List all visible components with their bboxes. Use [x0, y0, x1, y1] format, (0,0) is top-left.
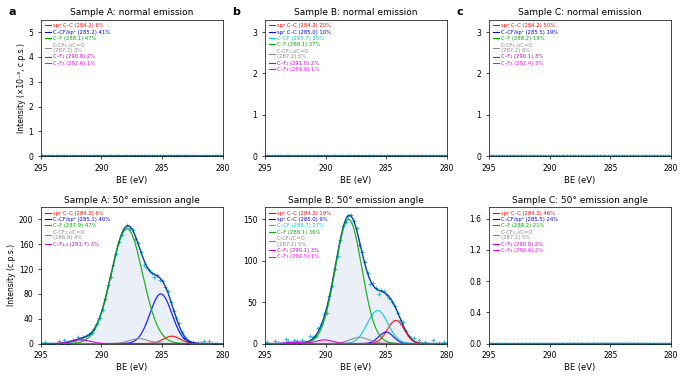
- X-axis label: BE (eV): BE (eV): [340, 363, 371, 372]
- Text: a: a: [8, 7, 16, 17]
- Title: Sample B: normal emission: Sample B: normal emission: [294, 8, 418, 17]
- Legend: sp² C–C (284.2) 20%, sp³ C–C (285.0) 10%, C–CF (285.7) 25%, C–F (288.1) 37%, C–C: sp² C–C (284.2) 20%, sp³ C–C (285.0) 10%…: [268, 22, 332, 73]
- X-axis label: BE (eV): BE (eV): [564, 363, 595, 372]
- Title: Sample C: normal emission: Sample C: normal emission: [518, 8, 642, 17]
- Legend: sp² C–C (284.2) 19%, sp³ C–C (285.0) 9%, C–CF (285.7) 27%, C–F (288.1) 36%, C–CF: sp² C–C (284.2) 19%, sp³ C–C (285.0) 9%,…: [268, 210, 332, 260]
- Title: Sample A: 50° emission angle: Sample A: 50° emission angle: [64, 196, 199, 205]
- X-axis label: BE (eV): BE (eV): [564, 176, 595, 185]
- X-axis label: BE (eV): BE (eV): [116, 363, 147, 372]
- X-axis label: BE (eV): BE (eV): [116, 176, 147, 185]
- Y-axis label: Intensity (×10⁻³, c.p.s.): Intensity (×10⁻³, c.p.s.): [16, 43, 25, 133]
- Text: c: c: [456, 7, 463, 17]
- Legend: sp² C–C (284.2) 46%, C–CF/sp³ (285.5) 24%, C–F (288.2) 21%, C–CF₂,₃/C=O
(287.2) : sp² C–C (284.2) 46%, C–CF/sp³ (285.5) 24…: [492, 210, 560, 254]
- Title: Sample B: 50° emission angle: Sample B: 50° emission angle: [288, 196, 424, 205]
- Legend: sp² C–C (284.2) 6%, C–CF/sp³ (285.1) 40%, C–F (287.9) 47%, C–CF₂,₃/C=O
(286.9) 4: sp² C–C (284.2) 6%, C–CF/sp³ (285.1) 40%…: [44, 210, 111, 248]
- Title: Sample A: normal emission: Sample A: normal emission: [70, 8, 193, 17]
- Y-axis label: Intensity (c.p.s.): Intensity (c.p.s.): [7, 244, 16, 306]
- X-axis label: BE (eV): BE (eV): [340, 176, 371, 185]
- Text: b: b: [232, 7, 240, 17]
- Legend: sp² C–C (284.2) 6%, C–CF/sp³ (285.2) 41%, C–F (288.1) 47%, C–CF₂,₃/C=O
(287.3) 3: sp² C–C (284.2) 6%, C–CF/sp³ (285.2) 41%…: [44, 22, 111, 67]
- Legend: sp² C–C (284.2) 50%, C–CF/sp³ (285.5) 19%, C–F (288.2) 19%, C–CF₂,₃/C=O
(287.2) : sp² C–C (284.2) 50%, C–CF/sp³ (285.5) 19…: [492, 22, 560, 67]
- Title: Sample C: 50° emission angle: Sample C: 50° emission angle: [512, 196, 648, 205]
